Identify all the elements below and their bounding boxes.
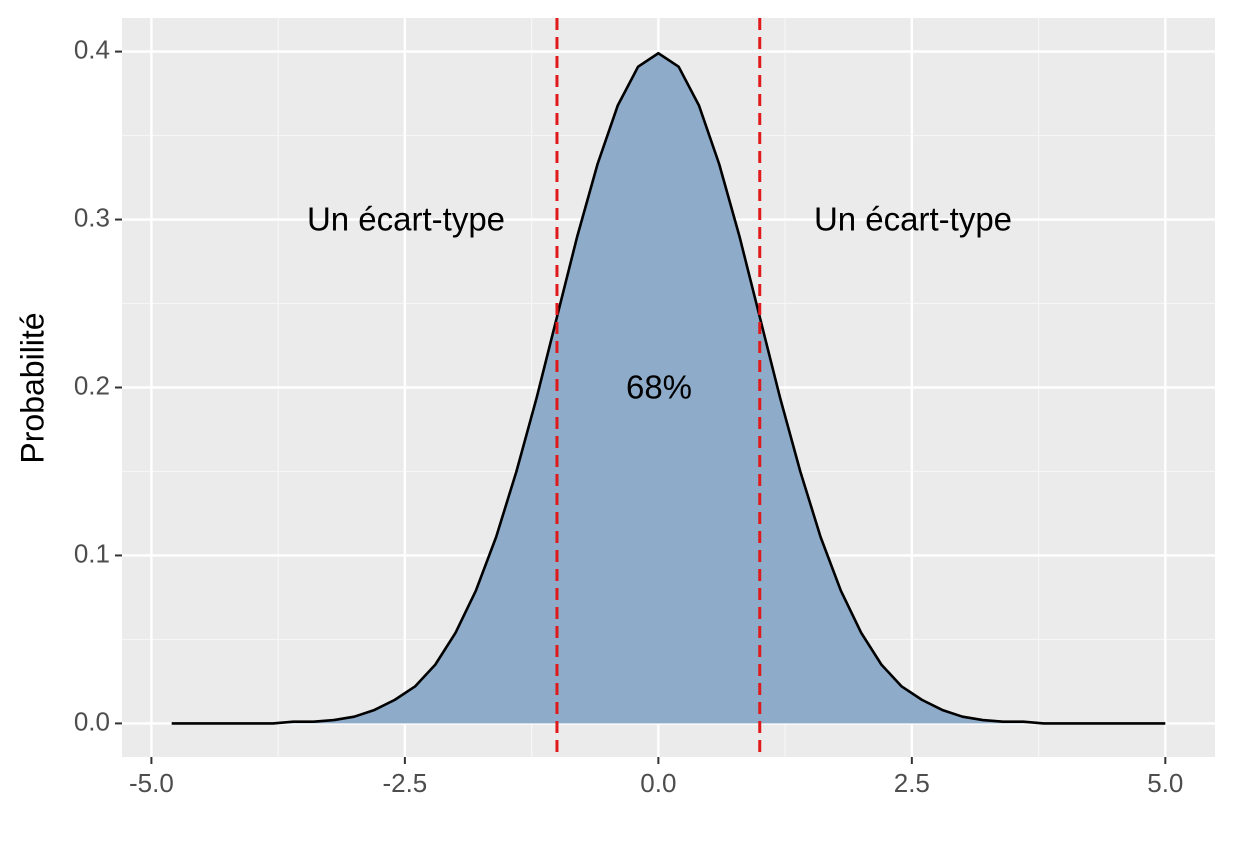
density-line — [171, 51, 1166, 725]
annotation: 68% — [626, 369, 692, 406]
y-tick-label: 0.3 — [74, 202, 110, 232]
y-tick-label: 0.2 — [74, 370, 110, 400]
x-tick-label: 2.5 — [894, 768, 930, 798]
y-tick-label: 0.0 — [74, 706, 110, 736]
x-tick-label: -2.5 — [382, 768, 427, 798]
y-axis-title: Probabilité — [14, 312, 50, 463]
x-tick-label: -5.0 — [129, 768, 174, 798]
annotation: Un écart-type — [814, 201, 1012, 238]
density-area — [171, 53, 1166, 724]
x-tick-label: 5.0 — [1147, 768, 1183, 798]
x-tick-label: 0.0 — [640, 768, 676, 798]
annotation: Un écart-type — [307, 201, 505, 238]
y-tick-label: 0.1 — [74, 538, 110, 568]
y-tick-label: 0.4 — [74, 34, 110, 64]
